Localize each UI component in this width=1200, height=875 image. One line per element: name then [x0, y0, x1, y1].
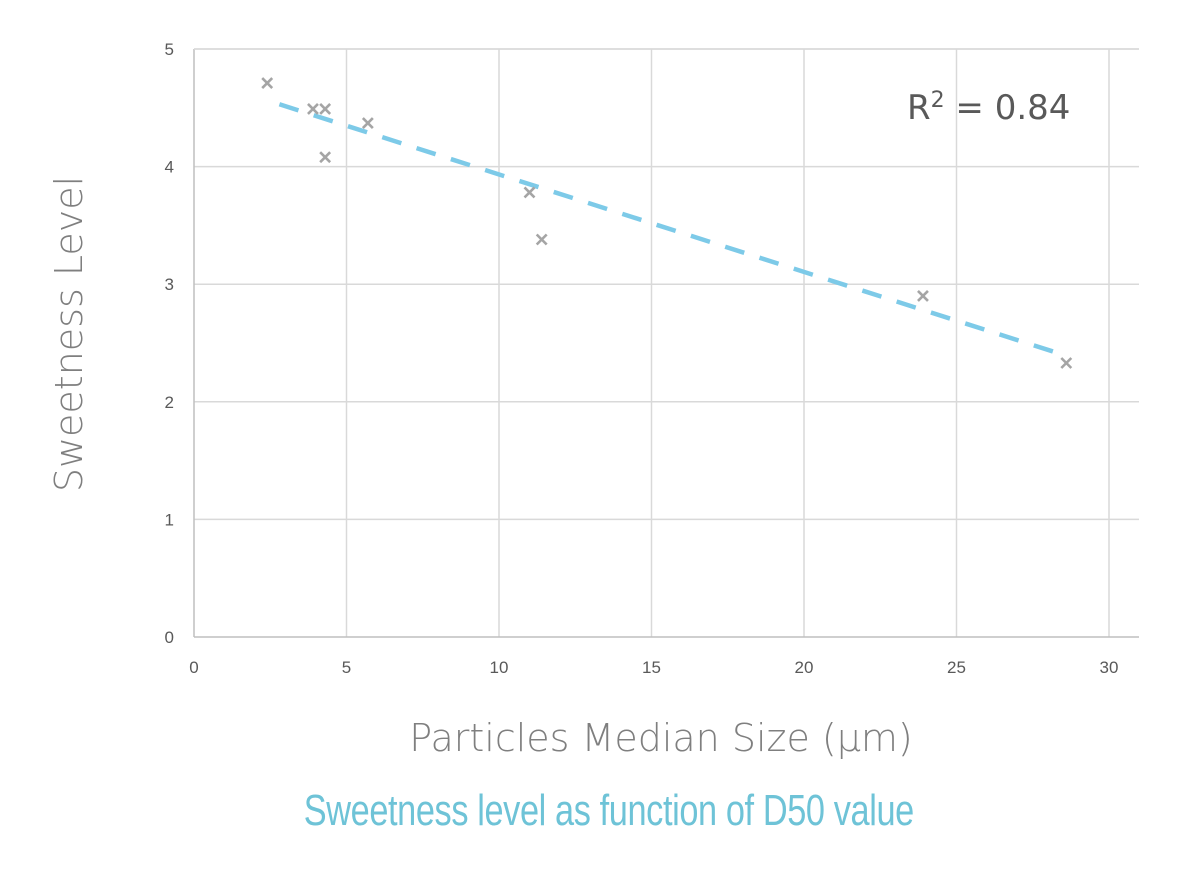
- data-point: [319, 103, 332, 115]
- y-tick-label: 1: [165, 510, 174, 529]
- chart-title: Sweetness level as function of D50 value: [303, 786, 915, 835]
- axes: [193, 48, 1139, 638]
- y-tick-label: 5: [165, 40, 174, 59]
- data-point: [307, 103, 319, 115]
- r2-value: = 0.84: [945, 88, 1071, 128]
- x-tick-label: 20: [795, 658, 814, 677]
- x-tick-label: 15: [642, 658, 661, 677]
- trendline-group: [278, 102, 1064, 357]
- x-tick-label: 25: [947, 658, 966, 677]
- x-tick-label: 0: [189, 658, 198, 677]
- y-tick-label: 3: [165, 275, 174, 294]
- x-tick-labels: 0 5 10 15 20 25 30: [189, 658, 1118, 677]
- x-tick-label: 10: [490, 658, 509, 677]
- y-tick-labels: 0 1 2 3 4 5: [165, 40, 174, 647]
- y-tick-label: 0: [165, 628, 174, 647]
- data-point: [917, 290, 929, 302]
- y-tick-label: 2: [165, 393, 174, 412]
- data-point: [1060, 357, 1073, 369]
- y-axis-label: Sweetness Level: [47, 176, 91, 492]
- data-point: [523, 186, 536, 199]
- data-point: [319, 151, 332, 164]
- grid: [194, 48, 1139, 637]
- r-squared-annotation: R2 = 0.84: [907, 88, 1070, 128]
- y-tick-label: 4: [165, 158, 174, 177]
- data-points: [261, 77, 1073, 369]
- data-point: [535, 233, 548, 246]
- r2-superscript: 2: [931, 88, 945, 113]
- data-point: [361, 117, 374, 130]
- trendline: [278, 102, 1064, 357]
- r2-letter: R: [907, 88, 931, 128]
- x-tick-label: 30: [1100, 658, 1119, 677]
- x-axis-label: Particles Median Size (µm): [409, 716, 913, 760]
- x-tick-label: 5: [342, 658, 351, 677]
- data-point: [261, 77, 274, 90]
